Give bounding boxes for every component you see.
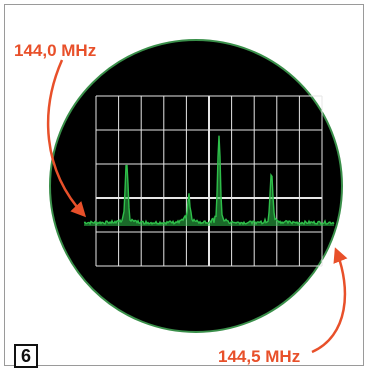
label-start-freq: 144,0 MHz xyxy=(14,41,96,60)
spectrum-trace-fill xyxy=(84,135,334,226)
arrow-start-freq xyxy=(46,59,87,218)
figure-number: 6 xyxy=(14,344,38,368)
scope-graticule xyxy=(95,95,323,267)
arrow-end-freq xyxy=(311,247,348,354)
label-end-freq: 144,5 MHz xyxy=(218,347,300,366)
scope-screen xyxy=(49,39,343,333)
